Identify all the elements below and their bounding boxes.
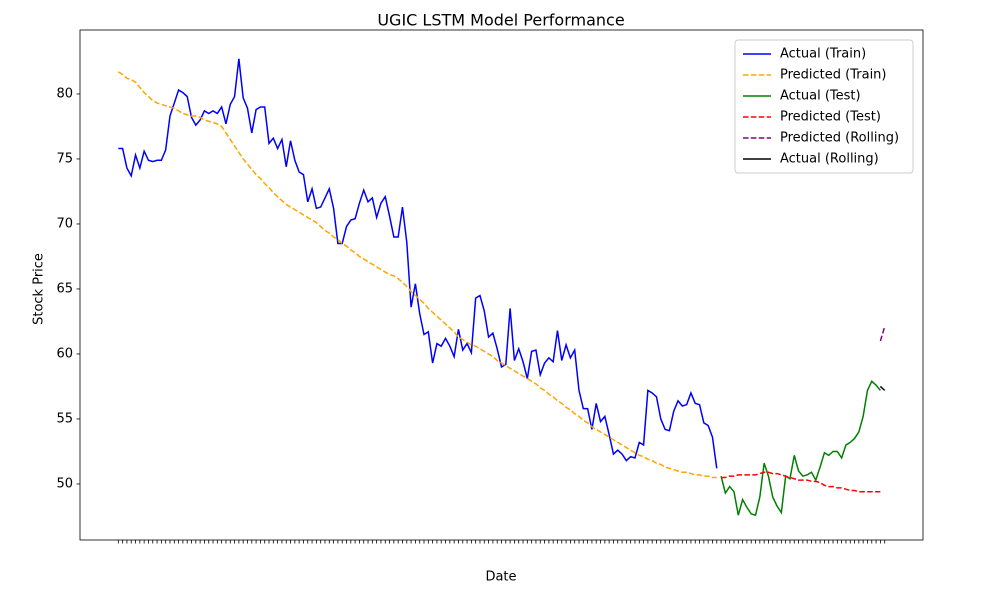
plot-frame [79, 29, 924, 541]
legend: Actual (Train) Predicted (Train) Actual (T… [734, 39, 914, 174]
legend-label: Predicted (Rolling) [780, 131, 899, 146]
legend-label: Actual (Test) [780, 89, 861, 104]
chart-title: UGIC LSTM Model Performance [377, 11, 624, 30]
legend-label: Actual (Train) [780, 47, 866, 62]
y-tick-label: 75 [56, 151, 73, 166]
legend-label: Predicted (Test) [780, 110, 881, 125]
y-tick-label: 65 [56, 281, 73, 296]
legend-label: Predicted (Train) [780, 68, 887, 83]
y-tick-label: 55 [56, 411, 73, 426]
y-tick-label: 70 [56, 216, 73, 231]
series-line [118, 58, 718, 469]
series-line [721, 471, 881, 493]
legend-box [734, 39, 914, 174]
y-axis-label: Stock Price [32, 253, 47, 325]
series-line [879, 385, 886, 391]
y-tick-label: 50 [56, 476, 73, 491]
series-line [117, 71, 717, 479]
y-tick-label: 60 [56, 346, 73, 361]
legend-label: Actual (Rolling) [780, 152, 879, 167]
y-tick-label: 80 [56, 86, 73, 101]
series-line [879, 326, 886, 342]
x-axis-label: Date [485, 570, 516, 585]
series-line [720, 380, 881, 517]
